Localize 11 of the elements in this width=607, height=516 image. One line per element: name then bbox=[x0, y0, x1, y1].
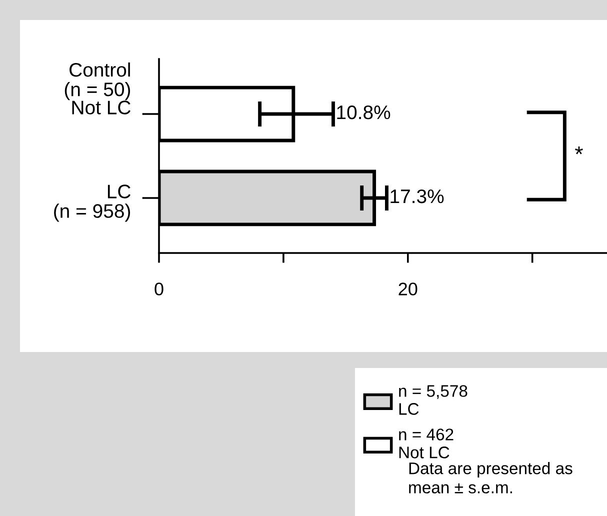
x-tick-label: 0 bbox=[154, 282, 164, 296]
legend-label: n = 462 Not LC bbox=[399, 428, 454, 458]
legend-label: n = 5,578 LC bbox=[399, 385, 468, 415]
y-tick-label: Not LC bbox=[72, 100, 130, 114]
x-tick-label: 20 bbox=[398, 282, 418, 296]
data-label: 10.8% bbox=[337, 105, 390, 120]
y-tick-label: LC (n = 958) bbox=[54, 184, 130, 222]
text: Data are presented as mean ± s.e.m. bbox=[409, 462, 572, 494]
text: Control (n = 50) bbox=[64, 62, 130, 100]
annotation: * bbox=[575, 146, 583, 154]
data-label: 17.3% bbox=[390, 189, 444, 204]
